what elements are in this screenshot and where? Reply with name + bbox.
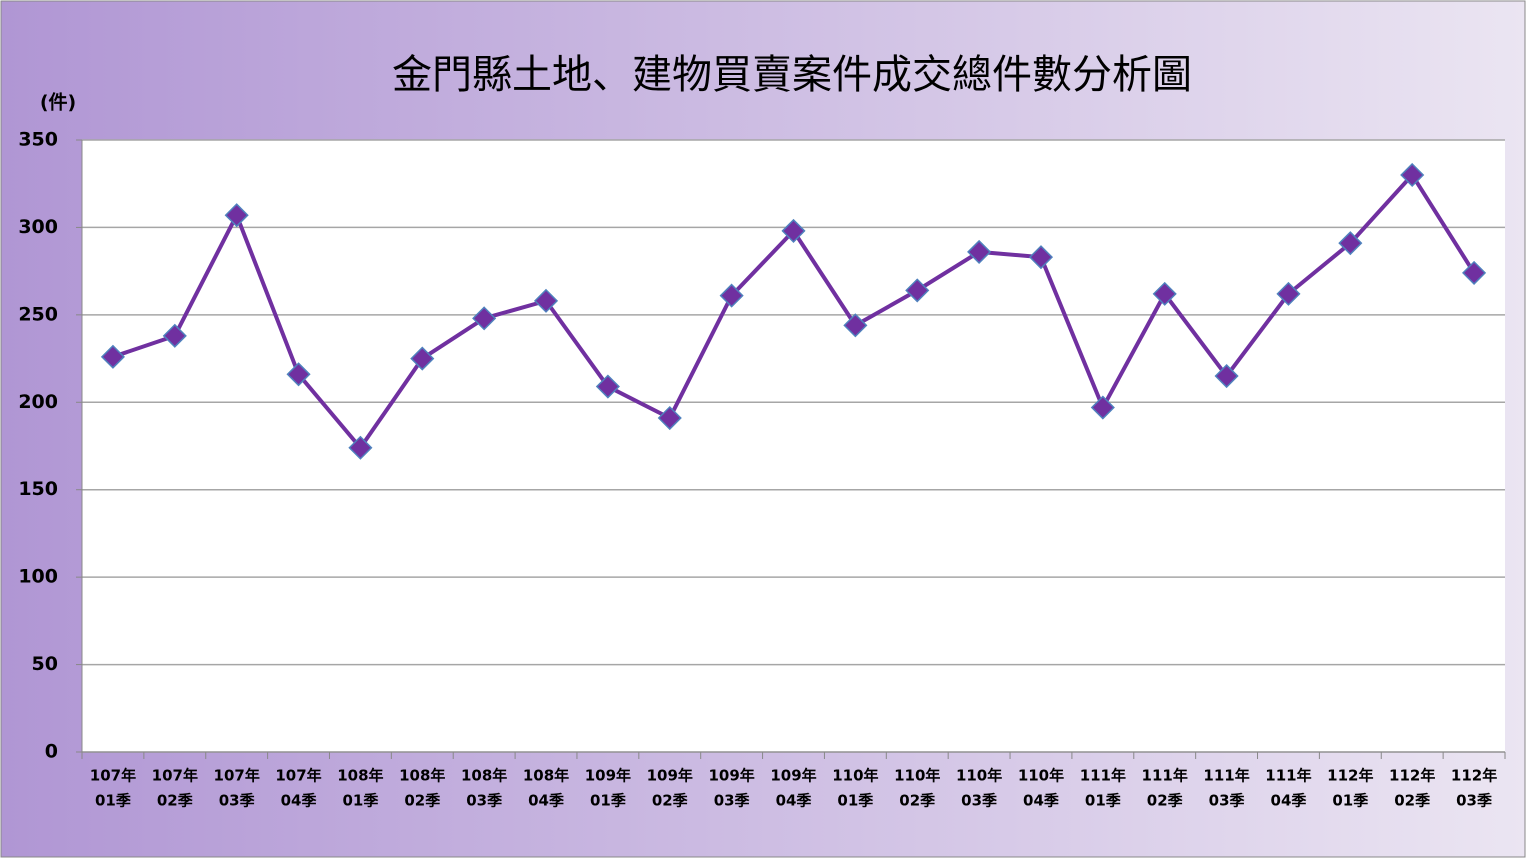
x-tick-label: 02季 (1147, 792, 1183, 810)
x-tick-label: 02季 (652, 792, 688, 810)
x-tick-label: 01季 (1332, 792, 1368, 810)
data-marker (967, 239, 992, 264)
x-tick-label: 01季 (95, 792, 131, 810)
x-tick-label: 108年 (523, 767, 569, 785)
data-marker (657, 405, 682, 431)
x-tick-label: 03季 (961, 792, 997, 810)
x-tick-label: 108年 (461, 767, 507, 785)
x-tick-label: 111年 (1142, 767, 1188, 785)
data-marker (719, 283, 744, 308)
x-tick-label: 01季 (342, 792, 378, 810)
x-tick-label: 03季 (714, 792, 750, 810)
x-tick-label: 107年 (275, 767, 321, 785)
x-tick-label: 04季 (1271, 792, 1307, 810)
data-marker (1028, 245, 1054, 270)
x-tick-label: 110年 (894, 767, 940, 785)
x-tick-label: 111年 (1265, 767, 1311, 785)
data-marker (781, 218, 806, 243)
data-marker (1338, 231, 1363, 256)
data-marker (100, 344, 125, 369)
data-marker (1214, 363, 1239, 389)
x-tick-label: 04季 (1023, 792, 1059, 810)
x-tick-label: 107年 (90, 767, 136, 785)
x-tick-label: 109年 (585, 767, 631, 785)
x-tick-label: 01季 (590, 792, 626, 810)
x-tick-label: 108年 (399, 767, 445, 785)
x-tick-label: 109年 (708, 767, 754, 785)
x-tick-label: 107年 (214, 767, 260, 785)
x-tick-label: 111年 (1080, 767, 1126, 785)
data-marker (348, 435, 373, 460)
y-tick-label: 250 (18, 303, 58, 325)
data-marker (905, 278, 930, 303)
data-marker (1400, 162, 1425, 188)
y-tick-label: 100 (18, 566, 58, 588)
data-marker (1462, 260, 1487, 285)
x-tick-label: 109年 (770, 767, 816, 785)
x-tick-label: 109年 (647, 767, 693, 785)
x-tick-label: 04季 (281, 792, 317, 810)
y-tick-label: 300 (18, 216, 58, 238)
y-tick-label: 0 (45, 741, 58, 763)
data-marker (224, 203, 249, 228)
data-marker (472, 306, 497, 331)
x-tick-label: 108年 (337, 767, 383, 785)
x-tick-label: 110年 (956, 767, 1002, 785)
x-tick-label: 03季 (1456, 792, 1492, 810)
x-tick-label: 03季 (466, 792, 502, 810)
x-tick-label: 03季 (219, 792, 255, 810)
x-tick-label: 107年 (152, 767, 198, 785)
y-tick-label: 150 (18, 478, 58, 500)
x-tick-label: 03季 (1209, 792, 1245, 810)
x-tick-label: 112年 (1327, 767, 1373, 785)
y-axis-label: (件) (40, 91, 76, 114)
data-marker (843, 313, 868, 338)
data-marker (286, 362, 311, 387)
y-tick-label: 50 (32, 653, 58, 675)
x-tick-label: 04季 (528, 792, 564, 810)
x-tick-label: 110年 (1018, 767, 1064, 785)
x-tick-label: 01季 (1085, 792, 1121, 810)
x-tick-label: 112年 (1451, 767, 1497, 785)
data-marker (410, 346, 435, 371)
x-tick-label: 110年 (832, 767, 878, 785)
x-tick-label: 02季 (899, 792, 935, 810)
data-marker (1152, 281, 1177, 306)
data-marker (162, 323, 187, 348)
data-marker (1090, 395, 1115, 420)
chart-title: 金門縣土地、建物買賣案件成交總件數分析圖 (392, 52, 1192, 98)
data-marker (595, 374, 620, 399)
y-tick-label: 200 (18, 391, 58, 413)
x-tick-label: 04季 (776, 792, 812, 810)
x-tick-label: 02季 (157, 792, 193, 810)
data-marker (1276, 281, 1301, 306)
x-tick-label: 02季 (1394, 792, 1430, 810)
x-tick-label: 111年 (1203, 767, 1249, 785)
data-marker (533, 288, 559, 313)
x-tick-label: 01季 (837, 792, 873, 810)
x-tick-label: 02季 (404, 792, 440, 810)
x-tick-label: 112年 (1389, 767, 1435, 785)
y-tick-label: 350 (18, 129, 58, 151)
